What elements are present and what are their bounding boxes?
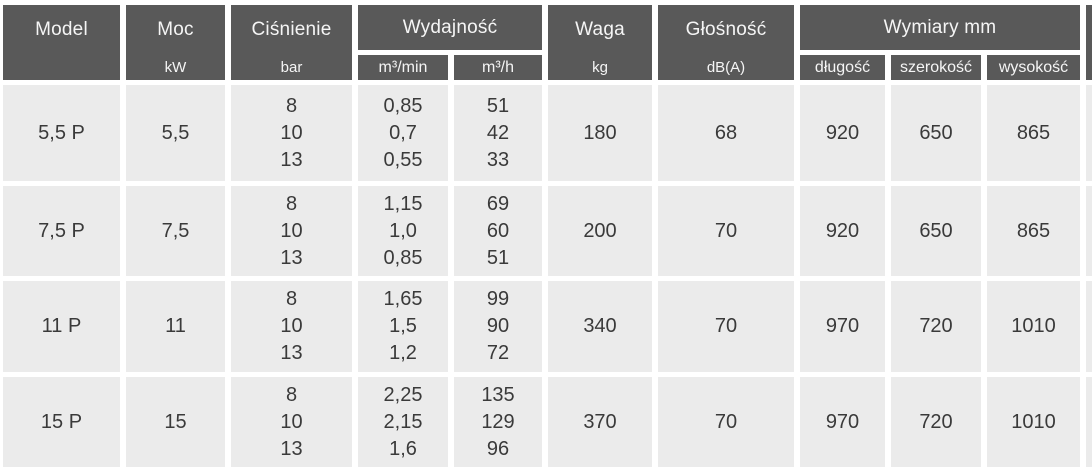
cell-wysokosc-row-1: 865 — [987, 186, 1080, 276]
cell-glosnosc-row-1: 70 — [658, 186, 794, 276]
cutoff-column-cell-row-3 — [1086, 377, 1092, 467]
cutoff-column-cell-row-1 — [1086, 186, 1092, 276]
cell-cisnienie-row-0: 8 10 13 — [231, 85, 352, 181]
cell-waga-row-2: 340 — [548, 281, 652, 372]
cell-moc-row-2: 11 — [126, 281, 225, 372]
cell-waga-row-0: 180 — [548, 85, 652, 181]
cutoff-column-header — [1086, 5, 1092, 80]
cell-wydajnosc-m3min-row-0: 0,85 0,7 0,55 — [358, 85, 448, 181]
cell-glosnosc-row-3: 70 — [658, 377, 794, 467]
cell-wydajnosc-m3min-row-3: 2,25 2,15 1,6 — [358, 377, 448, 467]
cell-dlugosc-row-1: 920 — [800, 186, 885, 276]
cell-wydajnosc-m3h-row-2: 99 90 72 — [454, 281, 542, 372]
cell-moc-row-0: 5,5 — [126, 85, 225, 181]
cell-szerokosc-row-3: 720 — [891, 377, 981, 467]
col-header-waga-unit: kg — [592, 58, 608, 76]
cell-dlugosc-row-0: 920 — [800, 85, 885, 181]
cell-wysokosc-row-0: 865 — [987, 85, 1080, 181]
cell-waga-row-3: 370 — [548, 377, 652, 467]
col-header-cisnienie-unit: bar — [280, 58, 303, 76]
cell-cisnienie-row-3: 8 10 13 — [231, 377, 352, 467]
col-subheader-wysokosc: wysokość — [987, 55, 1080, 80]
cell-dlugosc-row-2: 970 — [800, 281, 885, 372]
cell-cisnienie-row-2: 8 10 13 — [231, 281, 352, 372]
cell-dlugosc-row-3: 970 — [800, 377, 885, 467]
col-header-wydajnosc: Wydajność — [358, 5, 542, 50]
cell-szerokosc-row-0: 650 — [891, 85, 981, 181]
cell-wydajnosc-m3min-row-2: 1,65 1,5 1,2 — [358, 281, 448, 372]
col-header-model-label: Model — [35, 18, 88, 40]
cell-waga-row-1: 200 — [548, 186, 652, 276]
cell-wydajnosc-m3min-row-1: 1,15 1,0 0,85 — [358, 186, 448, 276]
col-subheader-szerokosc: szerokość — [891, 55, 981, 80]
col-header-wymiary: Wymiary mm — [800, 5, 1080, 50]
cell-wysokosc-row-2: 1010 — [987, 281, 1080, 372]
cell-wysokosc-row-3: 1010 — [987, 377, 1080, 467]
cell-wydajnosc-m3h-row-0: 51 42 33 — [454, 85, 542, 181]
col-header-waga: Waga kg — [548, 5, 652, 80]
cell-model-row-1: 7,5 P — [3, 186, 120, 276]
cell-moc-row-3: 15 — [126, 377, 225, 467]
col-header-moc-unit: kW — [164, 58, 187, 76]
col-header-model-unit — [3, 54, 120, 80]
col-header-cisnienie: Ciśnienie bar — [231, 5, 352, 80]
cell-model-row-3: 15 P — [3, 377, 120, 467]
col-header-cisnienie-label: Ciśnienie — [251, 18, 332, 40]
col-subheader-m3min: m³/min — [358, 55, 448, 80]
col-header-model: Model — [3, 5, 120, 80]
col-subheader-m3h: m³/h — [454, 55, 542, 80]
cell-glosnosc-row-2: 70 — [658, 281, 794, 372]
col-header-glosnosc-unit: dB(A) — [706, 58, 746, 76]
cell-szerokosc-row-1: 650 — [891, 186, 981, 276]
col-header-moc: Moc kW — [126, 5, 225, 80]
cell-glosnosc-row-0: 68 — [658, 85, 794, 181]
cell-szerokosc-row-2: 720 — [891, 281, 981, 372]
cutoff-column-cell-row-2 — [1086, 281, 1092, 372]
col-header-glosnosc-label: Głośność — [685, 18, 767, 40]
cell-wydajnosc-m3h-row-3: 135 129 96 — [454, 377, 542, 467]
col-header-moc-label: Moc — [157, 18, 194, 40]
cell-model-row-0: 5,5 P — [3, 85, 120, 181]
cell-model-row-2: 11 P — [3, 281, 120, 372]
cell-cisnienie-row-1: 8 10 13 — [231, 186, 352, 276]
col-subheader-dlugosc: długość — [800, 55, 885, 80]
col-header-waga-label: Waga — [575, 18, 625, 40]
cell-wydajnosc-m3h-row-1: 69 60 51 — [454, 186, 542, 276]
col-header-glosnosc: Głośność dB(A) — [658, 5, 794, 80]
cutoff-column-cell-row-0 — [1086, 85, 1092, 181]
cell-moc-row-1: 7,5 — [126, 186, 225, 276]
